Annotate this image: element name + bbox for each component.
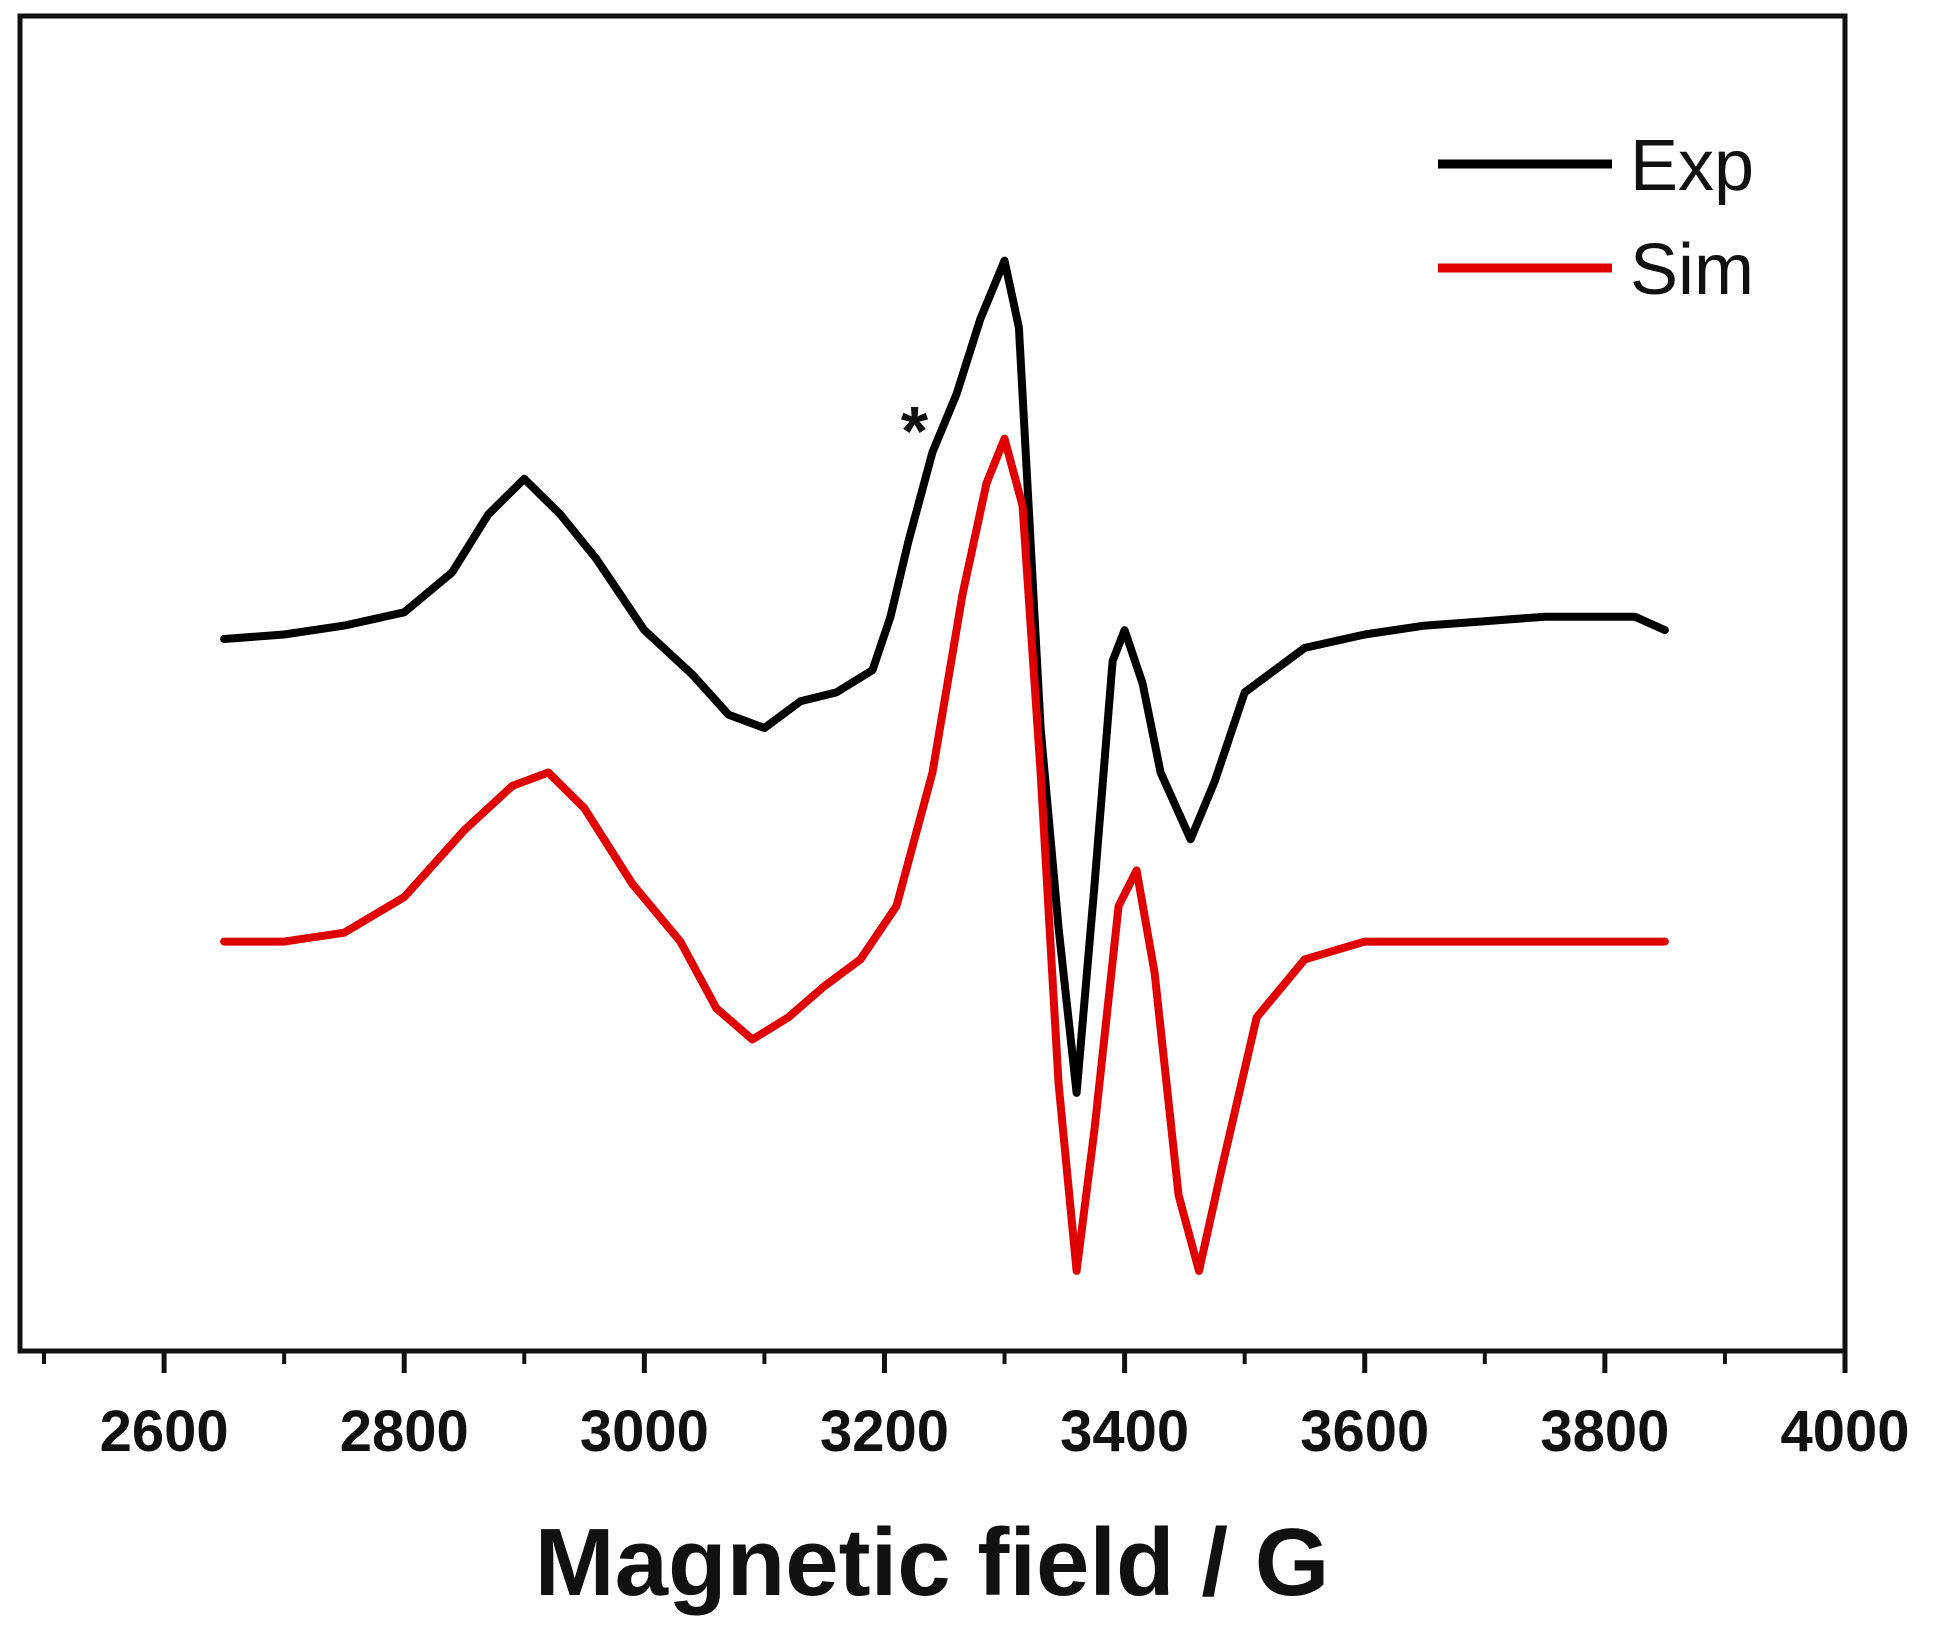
- x-tick-label: 3200: [820, 1399, 949, 1464]
- plot-frame: [17, 13, 1848, 1354]
- series-line-sim: [220, 434, 1669, 1275]
- annotation-star: *: [901, 392, 929, 470]
- x-tick-label: 3400: [1060, 1399, 1189, 1464]
- x-tick-label: 2600: [100, 1399, 229, 1464]
- x-tick-label: 3600: [1300, 1399, 1429, 1464]
- x-tick-label: 4000: [1780, 1399, 1909, 1464]
- legend-label-exp: Exp: [1630, 126, 1754, 206]
- legend-label-sim: Sim: [1630, 230, 1754, 310]
- legend: Exp Sim: [1438, 126, 1754, 310]
- x-tick-label: 2800: [340, 1399, 469, 1464]
- series-line-exp: [220, 256, 1669, 1097]
- x-tick-label: 3800: [1540, 1399, 1669, 1464]
- series-layer: [220, 256, 1669, 1275]
- x-axis-title: Magnetic field / G: [535, 1509, 1330, 1616]
- x-tick-label: 3000: [580, 1399, 709, 1464]
- x-axis-ticks: [42, 1351, 1848, 1373]
- x-axis-tick-labels: 2600 2800 3000 3200 3400 3600 3800 4000: [100, 1399, 1910, 1464]
